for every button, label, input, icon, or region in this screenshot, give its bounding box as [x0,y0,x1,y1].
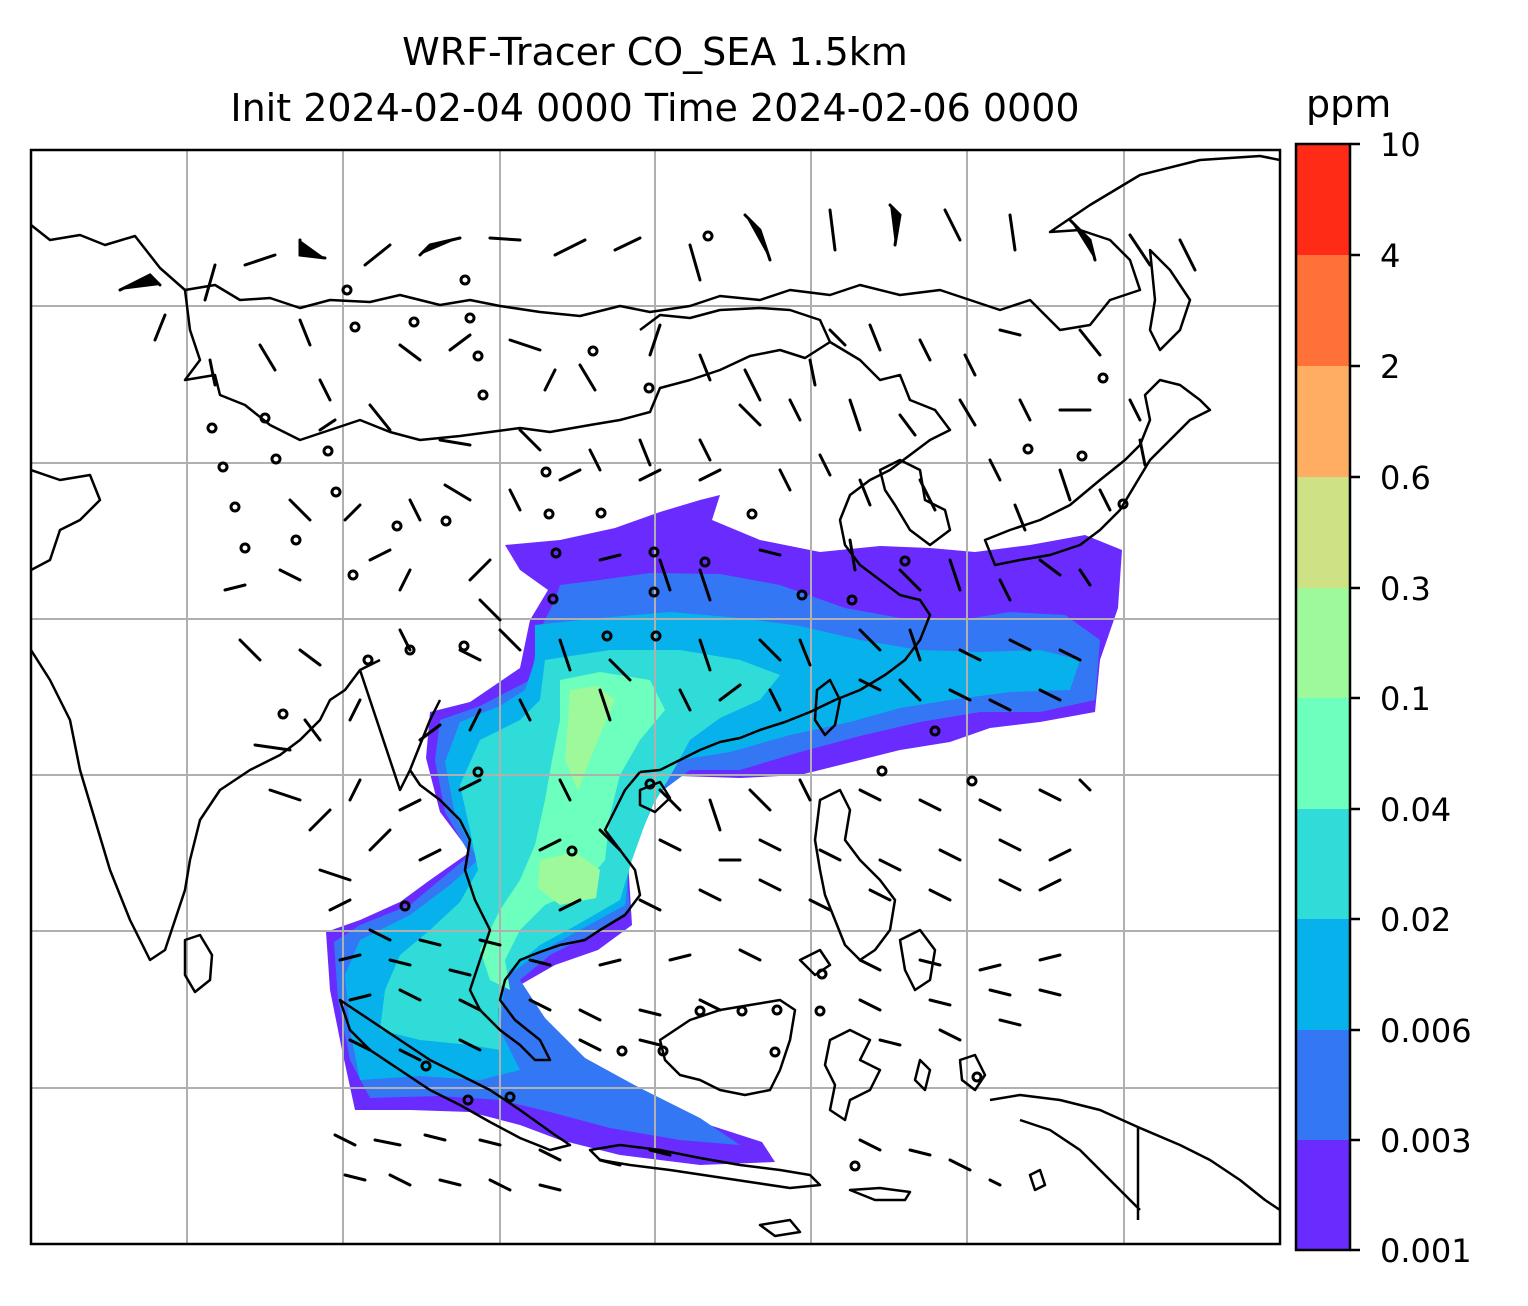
colorbar-tick-label: 0.006 [1380,1012,1472,1050]
colorbar-segment-2 [1296,919,1350,1030]
colorbar-ticks [1350,142,1360,1252]
coastline-sumatra [338,998,572,1152]
coastline-russia-china-north [31,154,1280,332]
colorbar-tick-label: 0.02 [1380,901,1452,939]
coastline-taiwan [813,678,842,737]
colorbar-tick-label: 4 [1380,237,1401,275]
colorbar-tick-label: 0.1 [1380,680,1431,718]
contour-band-0.1 [538,686,615,905]
plot-title-line1: WRF-Tracer CO_SEA 1.5km [402,30,908,74]
colorbar-segment-1 [1296,1030,1350,1140]
coastline-sulawesi [823,1028,932,1122]
colorbar-segment-8 [1296,255,1350,366]
colorbar-tick-label: 0.3 [1380,570,1431,608]
colorbar-tick-label: 2 [1380,348,1401,386]
map-frame [29,148,1282,1246]
coastline-hainan [638,780,672,814]
colorbar-segment-4 [1296,698,1350,809]
tracer-contours [326,495,1122,1165]
coastline-china-east [639,340,952,774]
coastline-china-mongolia-border [183,289,832,442]
colorbar-segment-6 [1296,477,1350,588]
colorbar-segment-3 [1296,809,1350,919]
coastline-philippines [798,788,937,992]
contour-band-0.04 [480,672,665,990]
colorbar-tick-label: 0.003 [1380,1122,1472,1160]
coastline-new-guinea [989,1093,1280,1220]
plot-title-line2: Init 2024-02-04 0000 Time 2024-02-06 000… [230,86,1080,130]
coastline-borneo [658,998,797,1097]
coastlines [31,154,1280,1238]
colorbar-tick-label: 10 [1380,126,1421,164]
colorbar-segment-7 [1296,366,1350,477]
colorbar-tick-label: 0.6 [1380,459,1431,497]
colorbar-segment-0 [1296,1140,1350,1250]
colorbar [1294,142,1360,1252]
coastline-moluccas [958,1053,1047,1192]
wind-barbs [118,203,1197,1192]
colorbar-tick-label: 0.04 [1380,791,1452,829]
colorbar-segment-5 [1296,588,1350,698]
colorbar-tick-label: 0.001 [1380,1232,1472,1270]
calm-wind-markers [206,230,1129,1172]
colorbar-segment-9 [1296,144,1350,255]
colorbar-unit-label: ppm [1306,82,1392,126]
coastline-india [31,468,381,962]
coastline-myanmar [358,669,442,792]
coastline-indochina [408,769,642,1062]
coastline-korea-japan [878,248,1212,567]
coastline-sri-lanka [183,933,214,994]
coastline-java [588,1143,912,1238]
